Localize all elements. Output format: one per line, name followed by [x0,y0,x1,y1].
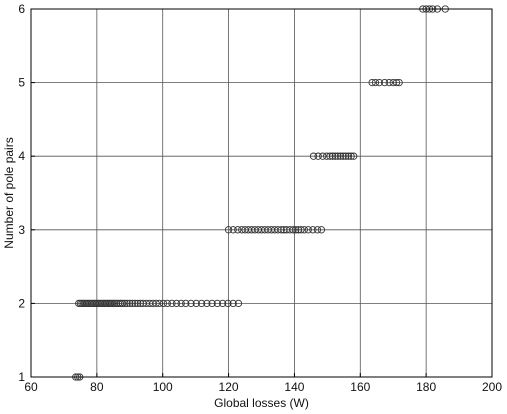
data-point [136,299,144,308]
data-point [385,78,393,87]
data-point [375,78,384,87]
data-point [213,299,222,308]
data-point [182,299,190,308]
data-point [347,152,355,160]
data-point [131,299,139,308]
data-point [319,152,327,160]
y-tick-label: 3 [18,223,25,237]
data-point [229,226,237,234]
x-tick-label: 140 [284,380,304,394]
data-point [224,226,233,234]
x-tick-label: 100 [153,380,173,394]
data-point [274,226,282,234]
y-tick-label: 1 [18,370,25,384]
data-point [168,299,176,308]
data-point [234,299,243,308]
data-point [159,299,168,308]
data-point [350,152,358,160]
data-points [72,5,449,381]
data-point [304,226,312,234]
data-point [163,299,171,308]
y-tick-label: 5 [18,76,25,90]
data-point [344,152,353,160]
x-tick-label: 60 [24,380,38,394]
data-point [336,152,345,160]
data-point [368,78,376,87]
x-tick-label: 80 [90,380,104,394]
data-point [371,78,380,87]
data-point [218,299,227,308]
y-tick-label: 6 [18,2,25,16]
data-point [203,299,211,308]
data-point [234,226,242,234]
data-point [334,152,342,160]
x-tick-label: 120 [219,380,239,394]
data-point [118,299,127,308]
data-point [313,226,322,234]
data-point [300,226,308,234]
data-point [280,226,288,234]
plot-frame [30,8,493,378]
data-point [192,299,200,308]
x-tick-label: 160 [350,380,370,394]
data-point [292,226,300,234]
tick-labels: 60 80 100 120 140 160 180 200 1 2 3 4 5 6 [18,2,502,394]
data-point [155,299,164,308]
data-point [128,299,137,308]
data-point [392,78,401,87]
data-point [309,226,317,234]
data-point [286,226,294,234]
data-point [152,299,160,308]
data-point [309,152,318,160]
data-point [389,78,397,87]
data-point [197,299,206,308]
x-tick-label: 200 [482,380,502,394]
data-point [342,152,350,160]
data-point [229,299,237,308]
data-point [134,299,142,308]
data-point [294,226,303,234]
data-point [339,152,347,160]
data-point [380,78,389,87]
data-point [317,226,326,234]
data-point [328,152,337,160]
data-point [323,152,331,160]
data-point [208,299,216,308]
y-axis-label: Number of pole pairs [2,137,16,248]
data-point [112,299,121,308]
data-point [277,226,285,234]
x-tick-label: 180 [416,380,436,394]
y-tick-label: 4 [18,149,25,163]
data-point [297,226,305,234]
data-point [331,152,339,160]
data-point [326,152,334,160]
data-point [187,299,195,308]
data-point [395,78,403,87]
data-point [172,299,181,308]
data-point [121,299,129,308]
data-point [126,299,134,308]
data-point [177,299,185,308]
y-tick-label: 2 [18,296,25,310]
data-point [224,299,232,308]
x-axis-label: Global losses (W) [214,396,309,410]
data-point [314,152,322,160]
data-point [289,226,297,234]
data-point [123,299,131,308]
